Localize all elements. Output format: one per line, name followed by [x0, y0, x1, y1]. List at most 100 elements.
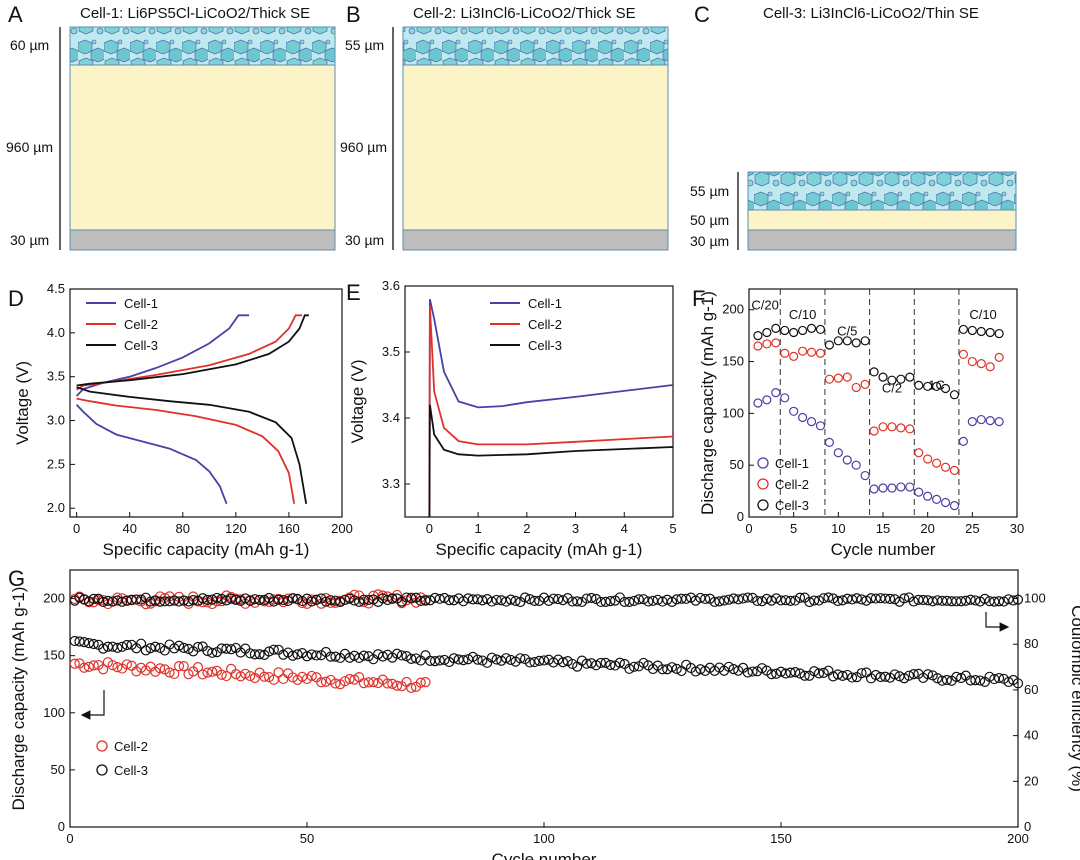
cathode-layer: [69, 64, 336, 231]
capacity-point-cell-3: [870, 669, 881, 681]
panel-letter-d: D: [8, 286, 24, 311]
y-tick-label: 2.5: [47, 456, 65, 471]
capacity-point-cell-3: [439, 654, 450, 666]
y-tick-label: 2.0: [47, 500, 65, 515]
y-tick-label: 150: [722, 354, 744, 369]
efficiency-point-cell-3: [856, 594, 867, 605]
y2-tick-label: 80: [1024, 636, 1038, 651]
y2-tick-label: 60: [1024, 682, 1038, 697]
data-point-cell-3: [887, 375, 897, 385]
current-collector-layer: [69, 229, 336, 251]
capacity-point-cell-3: [112, 642, 123, 653]
data-point-cell-2: [869, 426, 879, 436]
data-point-cell-1: [842, 455, 852, 465]
legend-label: Cell-3: [775, 498, 809, 513]
solid-electrolyte-layer: [747, 171, 1017, 211]
efficiency-point-cell-3: [83, 596, 95, 607]
capacity-point-cell-3: [406, 653, 417, 664]
data-point-cell-3: [824, 340, 835, 350]
capacity-point-cell-3: [183, 643, 194, 654]
data-point-cell-2: [949, 465, 960, 475]
legend-label: Cell-3: [528, 338, 562, 353]
capacity-point-cell-2: [98, 664, 109, 675]
efficiency-point-cell-2: [382, 591, 393, 602]
plot-frame: [404, 285, 674, 518]
efficiency-point-cell-3: [363, 594, 374, 606]
efficiency-point-cell-3: [733, 594, 744, 605]
y-tick-label: 3.0: [47, 413, 65, 428]
efficiency-point-cell-3: [681, 593, 692, 604]
chart-panel-d: D 0 40 80 120 160 200 2.0 2.5 3.0 3.5 4.0 4.5 Specif…: [8, 281, 353, 559]
x-tick-label: 1: [474, 521, 481, 536]
capacity-point-cell-3: [553, 654, 564, 665]
data-point-cell-2: [940, 462, 951, 472]
capacity-point-cell-2: [278, 673, 289, 685]
data-point-cell-2: [860, 379, 870, 389]
dimension-label: 55 µm: [345, 37, 384, 53]
rate-label: C/20: [751, 298, 778, 313]
panel-letter-b: B: [346, 2, 361, 27]
efficiency-point-cell-3: [600, 596, 611, 607]
legend-label: Cell-1: [775, 456, 809, 471]
data-point-cell-2: [789, 351, 799, 361]
efficiency-point-cell-3: [529, 595, 540, 606]
efficiency-point-cell-3: [851, 593, 862, 604]
data-point-cell-3: [878, 372, 888, 382]
data-point-cell-1: [958, 436, 969, 446]
y2-tick-label: 20: [1024, 773, 1038, 788]
capacity-point-cell-3: [756, 663, 768, 674]
charge-curve-cell-2: [76, 314, 303, 391]
capacity-point-cell-3: [330, 651, 341, 662]
cathode-layer: [402, 64, 669, 231]
capacity-point-cell-3: [98, 643, 109, 654]
legend-marker-cell-2: [757, 478, 769, 490]
data-point-cell-2: [878, 422, 888, 432]
efficiency-point-cell-3: [548, 593, 559, 604]
data-point-cell-2: [771, 338, 781, 348]
efficiency-point-cell-3: [979, 593, 990, 604]
capacity-point-cell-3: [396, 650, 407, 661]
x-tick-label: 200: [1007, 831, 1029, 846]
efficiency-point-cell-3: [121, 595, 132, 606]
efficiency-point-cell-3: [406, 593, 417, 604]
capacity-point-cell-3: [638, 657, 649, 669]
y-tick-label: 0: [58, 819, 65, 834]
capacity-point-cell-3: [908, 669, 919, 680]
current-collector-layer: [747, 229, 1017, 251]
data-point-cell-1: [860, 470, 870, 481]
dimension-label: 30 µm: [345, 232, 384, 248]
capacity-point-cell-3: [794, 668, 806, 679]
efficiency-point-cell-3: [425, 595, 436, 606]
data-point-cell-2: [833, 373, 843, 383]
capacity-point-cell-2: [226, 663, 237, 675]
rate-label: C/5: [837, 324, 857, 339]
efficiency-point-cell-3: [785, 595, 796, 606]
capacity-point-cell-2: [88, 660, 99, 671]
capacity-point-cell-3: [993, 672, 1005, 684]
capacity-point-cell-2: [259, 671, 270, 682]
capacity-point-cell-3: [505, 654, 516, 666]
x-tick-label: 40: [122, 521, 136, 536]
capacity-point-cell-2: [316, 677, 327, 688]
capacity-point-cell-2: [207, 666, 218, 677]
efficiency-point-cell-3: [486, 596, 497, 607]
capacity-point-cell-3: [207, 647, 218, 658]
capacity-point-cell-3: [941, 674, 953, 686]
legend-label: Cell-2: [528, 317, 562, 332]
efficiency-point-cell-3: [344, 593, 355, 604]
efficiency-point-cell-3: [273, 594, 284, 605]
capacity-point-cell-3: [448, 653, 460, 664]
y-tick-label: 100: [43, 705, 65, 720]
data-point-cell-2: [914, 448, 924, 458]
capacity-point-cell-3: [287, 650, 298, 661]
capacity-point-cell-3: [429, 656, 441, 667]
efficiency-axis-arrow: [985, 612, 1010, 632]
efficiency-point-cell-3: [524, 594, 535, 605]
capacity-point-cell-2: [406, 682, 417, 693]
capacity-point-cell-2: [368, 677, 379, 688]
capacity-point-cell-2: [112, 662, 123, 673]
dimension-label: 30 µm: [690, 233, 729, 249]
data-point-cell-1: [833, 448, 843, 458]
data-point-cell-2: [762, 339, 772, 349]
x-tick-label: 160: [278, 521, 300, 536]
